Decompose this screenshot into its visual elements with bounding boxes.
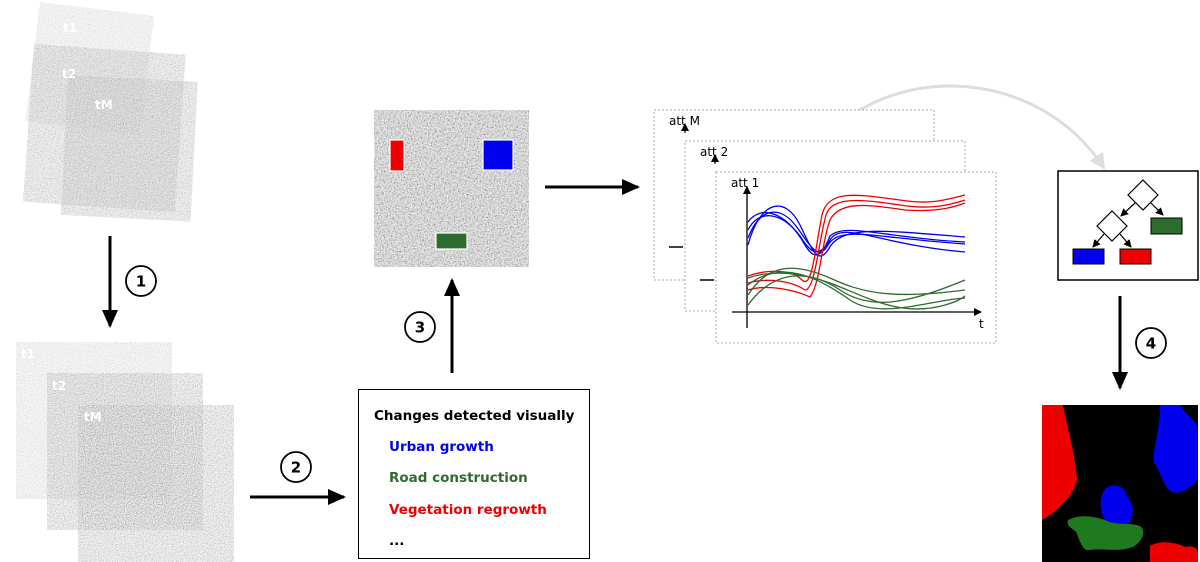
- stack-top-label-t1: t1: [63, 21, 77, 35]
- tree-leaf-road: [1150, 217, 1183, 235]
- curve-road-2: [747, 275, 966, 306]
- map-region-road: [1067, 516, 1144, 551]
- tree-node-root: [1127, 179, 1159, 211]
- annotated-image: [374, 110, 529, 267]
- change-item-road: Road construction: [389, 470, 528, 486]
- stack-bottom-label-t1: t1: [21, 347, 35, 361]
- stack-top-label-tM: tM: [95, 98, 113, 112]
- map-region-urban: [1153, 405, 1198, 493]
- changes-box-title: Changes detected visually: [374, 408, 575, 424]
- step-3-number: 3: [415, 319, 425, 337]
- step-4-number: 4: [1146, 335, 1156, 353]
- plot-card-att-1: att 1 t: [715, 171, 997, 344]
- curve-vegetation-3: [747, 202, 966, 298]
- map-region-vegetation-small: [1150, 542, 1198, 562]
- tree-leaf-urban: [1072, 248, 1105, 265]
- image-bottom-tM: [78, 405, 234, 562]
- sample-box-road: [435, 232, 468, 250]
- map-region-vegetation: [1042, 405, 1077, 520]
- step-3-circle: 3: [404, 311, 436, 343]
- map-region-urban-small: [1100, 485, 1133, 527]
- image-top-tM: [60, 75, 198, 222]
- sample-box-urban: [482, 139, 514, 171]
- stack-bottom-label-tM: tM: [84, 410, 102, 424]
- changes-box: Changes detected visually Urban growth R…: [358, 389, 590, 559]
- step-1-number: 1: [136, 273, 146, 291]
- stack-bottom-label-t2: t2: [52, 379, 66, 393]
- curve-urban-4: [747, 212, 966, 256]
- plot-x-label: t: [979, 317, 984, 331]
- curve-road-4: [747, 272, 966, 310]
- plot-label-att-1: att 1: [731, 176, 759, 190]
- classified-map: [1042, 405, 1198, 562]
- step-4-circle: 4: [1135, 327, 1167, 359]
- image-stack-top: t1 t2 tM: [22, 2, 198, 222]
- change-item-vegetation: Vegetation regrowth: [389, 502, 547, 518]
- curve-urban-3: [747, 215, 966, 253]
- sample-box-vegetation: [389, 139, 405, 172]
- attribute-plots: att M att 2 att 1 t: [653, 109, 997, 344]
- stack-top-label-t2: t2: [62, 67, 76, 81]
- step-2-circle: 2: [280, 451, 312, 483]
- change-item-more: ...: [389, 533, 405, 549]
- curve-vegetation-2: [747, 199, 966, 291]
- plot-label-att-2: att 2: [700, 145, 728, 159]
- plot-label-att-m: att M: [669, 114, 700, 128]
- image-stack-bottom: t1 t2 tM: [16, 342, 234, 562]
- change-item-urban: Urban growth: [389, 439, 494, 455]
- tree-leaf-vegetation: [1119, 248, 1152, 265]
- step-1-circle: 1: [125, 265, 157, 297]
- curve-vegetation-1: [747, 194, 966, 283]
- step-2-number: 2: [291, 459, 301, 477]
- decision-tree: [1057, 170, 1199, 281]
- tree-node-inner: [1096, 210, 1128, 242]
